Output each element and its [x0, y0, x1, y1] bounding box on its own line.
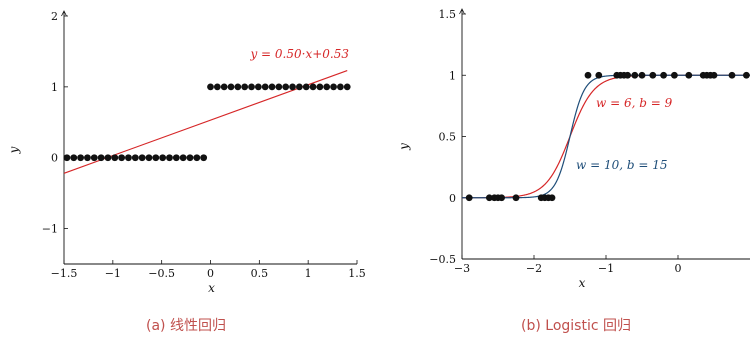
- chart2-data-point: [685, 71, 693, 79]
- chart2-curve-2-label: w = 10, b = 15: [576, 158, 668, 172]
- chart1-x-tick-label: 0: [207, 267, 214, 280]
- chart1-x-tick-label: 1: [305, 267, 312, 280]
- chart2-data-point: [649, 71, 657, 79]
- chart1-y-axis-arrow-icon: [61, 10, 67, 17]
- chart1-data-point: [138, 154, 146, 162]
- chart1-data-point: [77, 154, 85, 162]
- chart1-data-point: [275, 83, 283, 91]
- chart1-data-point: [200, 154, 208, 162]
- chart2-data-point: [728, 71, 736, 79]
- chart1-x-tick-label: 0.5: [251, 267, 269, 280]
- chart2-x-tick-label: −2: [526, 262, 542, 275]
- chart1-data-point: [220, 83, 228, 91]
- chart2-caption: (b) Logistic 回归: [521, 317, 631, 334]
- chart1-data-point: [316, 83, 324, 91]
- chart1-data-point: [234, 83, 242, 91]
- chart2-x-tick-label: −1: [598, 262, 614, 275]
- chart2-data-point: [660, 71, 667, 79]
- chart1-fit-line-label: y = 0.50·x+0.53: [249, 47, 349, 61]
- chart2-curve-1: [462, 74, 750, 199]
- chart2-curve-2: [462, 74, 750, 199]
- chart1-data-point: [179, 154, 187, 162]
- chart1-x-tick-label: −1.5: [51, 267, 78, 280]
- chart1-data-point: [97, 154, 105, 162]
- chart1-data-point: [63, 154, 71, 162]
- chart1-data-point: [330, 83, 337, 91]
- chart1-data-point: [309, 83, 317, 91]
- chart1-data-point: [145, 154, 153, 162]
- chart1-data-point: [193, 154, 201, 162]
- chart1-data-point: [207, 83, 214, 91]
- chart2-x-axis-label: x: [579, 276, 586, 290]
- chart2-data-point: [631, 71, 639, 79]
- chart1-data-point: [323, 83, 331, 91]
- chart1-y-tick-label: −1: [42, 223, 58, 236]
- chart1-data-point: [166, 154, 173, 162]
- chart2-data-point: [485, 194, 493, 202]
- chart1-data-point: [152, 154, 160, 162]
- chart1-data-point: [268, 83, 276, 91]
- chart1-data-point: [84, 154, 91, 162]
- chart2-data-point: [743, 71, 750, 79]
- chart1-data-point: [241, 83, 249, 91]
- chart1-data-point: [282, 83, 290, 91]
- chart1-y-axis-label: y: [7, 146, 21, 154]
- chart2-data-point: [512, 194, 520, 202]
- chart2-data-point: [638, 71, 646, 79]
- chart2-data-point: [584, 71, 592, 79]
- chart1-data-point: [118, 154, 126, 162]
- chart1-data-point: [248, 83, 255, 91]
- chart1-x-tick-label: 1.5: [348, 267, 366, 280]
- chart2-y-tick-label: 1: [449, 69, 456, 82]
- chart1-y-tick-label: 2: [51, 10, 58, 23]
- chart1-data-point: [227, 83, 235, 91]
- chart1-data-point: [131, 154, 139, 162]
- chart1-data-point: [343, 83, 351, 91]
- chart1-data-point: [302, 83, 310, 91]
- chart1-data-point: [289, 83, 296, 91]
- chart2-y-axis-label: y: [397, 143, 411, 151]
- chart2-data-point: [624, 71, 631, 79]
- chart1-caption: (a) 线性回归: [146, 317, 226, 334]
- chart1-data-point: [70, 154, 78, 162]
- chart2-y-tick-label: 0: [449, 192, 456, 205]
- chart2-data-point: [595, 71, 603, 79]
- chart2-y-tick-label: −0.5: [429, 253, 456, 266]
- chart1-data-point: [254, 83, 262, 91]
- chart2-data-point: [465, 194, 473, 202]
- chart1-data-point: [125, 154, 132, 162]
- chart2-data-point: [671, 71, 678, 79]
- chart1-data-point: [295, 83, 303, 91]
- chart2-curve-1-label: w = 6, b = 9: [596, 96, 673, 110]
- chart2-data-point: [710, 71, 718, 79]
- chart1-x-axis-label: x: [208, 281, 215, 295]
- chart2-y-tick-label: 0.5: [439, 131, 457, 144]
- chart1-y-tick-label: 1: [51, 81, 58, 94]
- chart2-y-tick-label: 1.5: [439, 8, 457, 21]
- chart1-data-point: [213, 83, 221, 91]
- chart1-data-point: [159, 154, 167, 162]
- chart2-x-tick-label: 0: [675, 262, 682, 275]
- chart2-data-point: [498, 194, 505, 202]
- chart1-data-point: [336, 83, 344, 91]
- chart1-x-tick-label: −1: [105, 267, 121, 280]
- chart2-x-tick-label: −3: [454, 262, 470, 275]
- chart1-data-point: [111, 154, 119, 162]
- chart1-data-point: [90, 154, 98, 162]
- chart1-data-point: [261, 83, 269, 91]
- chart1-y-tick-label: 0: [51, 152, 58, 165]
- chart1-data-point: [104, 154, 112, 162]
- chart1-data-point: [186, 154, 194, 162]
- chart1-data-point: [172, 154, 180, 162]
- chart1-x-tick-label: −0.5: [148, 267, 175, 280]
- chart2-data-point: [548, 194, 556, 202]
- chart2-y-axis-arrow-icon: [459, 8, 465, 15]
